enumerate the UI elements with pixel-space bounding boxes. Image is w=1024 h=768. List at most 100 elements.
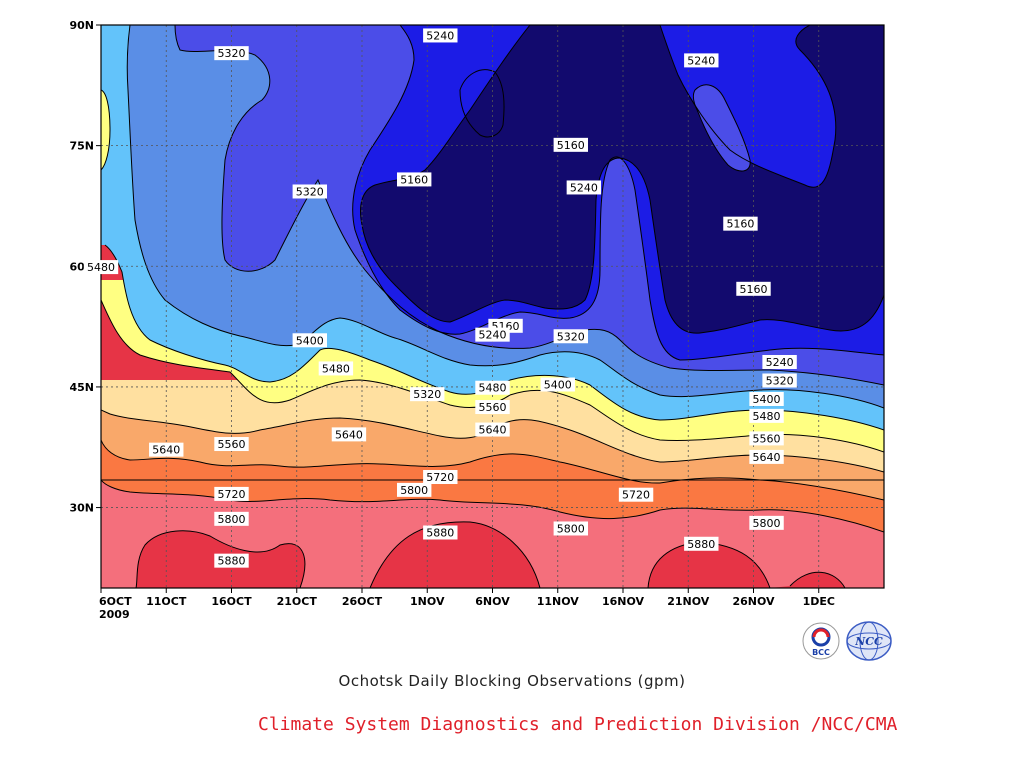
contour-label-5240: 5240 — [475, 327, 510, 342]
contour-label-background — [540, 377, 575, 392]
contour-label-text: 5400 — [753, 393, 781, 406]
axis-ticks — [96, 24, 820, 593]
x-tick-label: 11OCT — [146, 595, 187, 608]
plot-area — [101, 25, 884, 588]
contour-label-background — [214, 46, 249, 61]
contour-label-text: 5480 — [479, 382, 507, 395]
contour-label-background — [749, 515, 784, 530]
x-tick-label: 16NOV — [602, 595, 645, 608]
x-tick-label: 11NOV — [537, 595, 580, 608]
contour-labels: 5320 5240 5240 5160 5160 5320 5240 5160 5480 5160… — [83, 28, 797, 568]
contour-label-text: 5320 — [557, 330, 585, 343]
contour-label-background — [410, 387, 445, 402]
contour-label-background — [214, 553, 249, 568]
contour-label-text: 5240 — [570, 181, 598, 194]
x-tick-label: 6OCT — [99, 595, 132, 608]
contour-label-5480: 5480 — [83, 260, 119, 275]
credit-line: Climate System Diagnostics and Predictio… — [258, 714, 898, 735]
contour-label-5400: 5400 — [540, 377, 575, 392]
contour-label-background — [214, 511, 249, 526]
contour-label-5640: 5640 — [749, 449, 784, 464]
x-tick-label: 1DEC — [803, 595, 835, 608]
contour-label-background — [749, 431, 784, 446]
contour-label-text: 5880 — [426, 527, 454, 540]
contour-label-text: 5800 — [218, 513, 246, 526]
contour-label-text: 5480 — [753, 410, 781, 423]
contour-label-background — [331, 427, 367, 442]
contour-label-text: 5560 — [479, 401, 507, 414]
ncc-logo: NCC — [846, 621, 892, 661]
x-tick-label: 26NOV — [732, 595, 775, 608]
x-tick-label: 16OCT — [211, 595, 252, 608]
contour-label-text: 5160 — [726, 218, 754, 231]
svg-text:BCC: BCC — [812, 648, 830, 657]
y-tick-label: 90N — [69, 19, 94, 32]
contour-label-text: 5160 — [740, 283, 768, 296]
contour-label-background — [553, 329, 588, 344]
contour-label-background — [397, 172, 432, 187]
contour-label-background — [723, 216, 758, 231]
contour-label-text: 5560 — [218, 438, 246, 451]
contour-label-text: 5720 — [218, 488, 246, 501]
contour-label-background — [292, 184, 327, 199]
contour-label-text: 5240 — [426, 29, 454, 42]
x-tick-label: 6NOV — [475, 595, 510, 608]
x-tick-label: 1NOV — [410, 595, 445, 608]
contour-label-5800: 5800 — [749, 515, 784, 530]
contour-label-5560: 5560 — [475, 400, 510, 415]
contour-label-5560: 5560 — [749, 431, 784, 446]
contour-label-background — [749, 408, 784, 423]
contour-label-background — [149, 442, 184, 457]
contour-label-text: 5160 — [557, 139, 585, 152]
contour-label-5320: 5320 — [214, 46, 249, 61]
contour-label-background — [553, 521, 588, 536]
contour-label-background — [475, 380, 510, 395]
contour-label-5160: 5160 — [723, 216, 758, 231]
contour-label-5880: 5880 — [214, 553, 249, 568]
contour-label-background — [749, 449, 784, 464]
contour-label-background — [762, 354, 797, 369]
contour-label-5640: 5640 — [475, 422, 510, 437]
contour-label-5480: 5480 — [749, 408, 784, 423]
contour-label-text: 5800 — [557, 522, 585, 535]
contour-label-background — [618, 487, 654, 502]
contour-label-background — [214, 437, 249, 452]
contour-label-text: 5880 — [687, 538, 715, 551]
contour-label-5880: 5880 — [684, 536, 719, 551]
contour-label-5160: 5160 — [397, 172, 432, 187]
contour-label-5320: 5320 — [553, 329, 588, 344]
contour-label-5880: 5880 — [423, 525, 458, 540]
contour-label-5240: 5240 — [423, 28, 458, 42]
contour-label-5480: 5480 — [318, 361, 354, 376]
contour-label-background — [684, 536, 719, 551]
contour-label-text: 5720 — [622, 489, 650, 502]
contour-label-text: 5320 — [413, 388, 441, 401]
contour-label-text: 5560 — [753, 432, 781, 445]
x-tick-label: 26OCT — [342, 595, 383, 608]
contour-label-text: 5800 — [400, 484, 428, 497]
contour-label-text: 5640 — [335, 428, 363, 441]
contour-label-5160: 5160 — [553, 137, 588, 152]
x-axis-tick-labels: 6OCT 11OCT 16OCT 21OCT 26OCT 1NOV 6NOV 11NOV 16N… — [99, 595, 835, 608]
contour-label-5800: 5800 — [553, 521, 588, 536]
contour-label-5160: 5160 — [736, 281, 771, 296]
bcc-logo: BCC — [802, 622, 840, 660]
contour-label-text: 5400 — [544, 379, 572, 392]
contour-label-background — [318, 361, 354, 376]
contour-label-5560: 5560 — [214, 437, 249, 452]
contour-label-5240: 5240 — [566, 180, 602, 195]
contour-label-5640: 5640 — [331, 427, 367, 442]
contour-label-background — [736, 281, 771, 296]
contour-label-background — [553, 137, 588, 152]
contour-label-background — [475, 422, 510, 437]
contour-label-text: 5480 — [87, 261, 115, 274]
contour-label-text: 5640 — [479, 424, 507, 437]
contour-label-5720: 5720 — [214, 486, 249, 501]
contour-label-background — [423, 470, 458, 485]
contour-label-background — [749, 391, 784, 406]
contour-label-text: 5320 — [766, 374, 794, 387]
contour-label-5640: 5640 — [149, 442, 184, 457]
contour-label-background — [292, 333, 327, 348]
